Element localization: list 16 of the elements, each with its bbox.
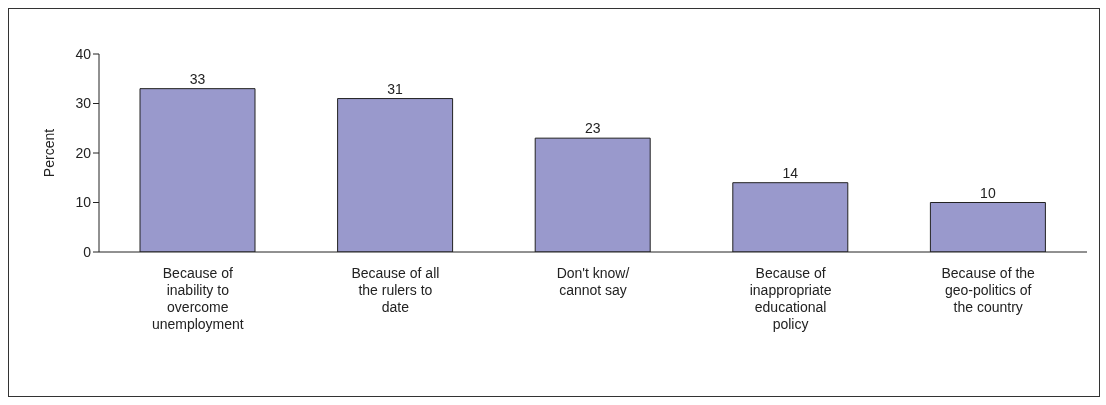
- y-tick-label: 0: [83, 243, 92, 260]
- data-label: 10: [980, 184, 996, 201]
- data-label: 31: [387, 80, 404, 97]
- y-tick-label: 20: [75, 144, 92, 161]
- y-axis-title: Percent: [40, 128, 57, 178]
- y-tick-label: 30: [75, 95, 92, 112]
- data-label: 14: [782, 164, 799, 181]
- x-tick-label: Because of the geo-politics of the country: [941, 265, 1036, 315]
- x-tick-label: Because of all the rulers to date: [351, 265, 440, 315]
- y-tick-label: 10: [75, 194, 92, 211]
- data-label: 23: [584, 120, 601, 137]
- x-tick-label: Because of inability to overcome unemployment: [151, 265, 244, 332]
- x-tick-label: Don't know/ cannot say: [556, 265, 630, 298]
- y-tick-label: 40: [75, 45, 92, 62]
- data-label: 33: [189, 70, 206, 87]
- x-tick-label: Because of inappropriate educational policy: [749, 265, 832, 332]
